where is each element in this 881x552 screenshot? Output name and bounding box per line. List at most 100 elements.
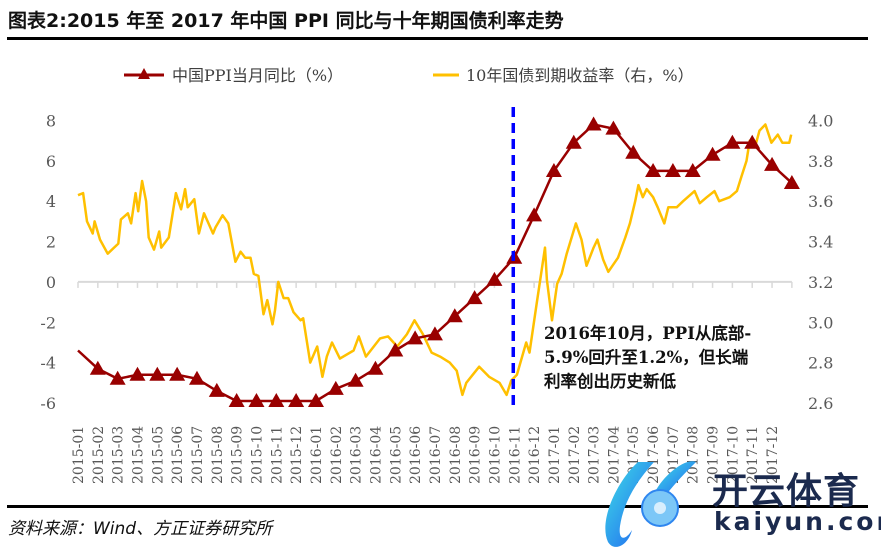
x-tick-label: 2015-07	[190, 426, 206, 484]
x-tick-label: 2015-08	[210, 426, 226, 484]
x-tick-label: 2015-03	[111, 426, 127, 484]
ppi-point-marker	[446, 308, 463, 323]
x-tick-label: 2015-11	[269, 426, 285, 484]
y-right-tick-label: 4.0	[808, 112, 833, 131]
x-tick-label: 2015-12	[289, 426, 305, 484]
y-left-tick-label: 4	[46, 192, 56, 211]
ppi-point-marker	[89, 360, 106, 375]
x-tick-label: 2017-06	[646, 426, 662, 484]
ppi-point-marker	[188, 370, 205, 385]
x-tick-label: 2017-04	[606, 426, 622, 484]
annotation: 2016年10月，PPI从底部- 5.9%回升至1.2%，但长端 利率创出历史新…	[544, 322, 751, 394]
ppi-point-marker	[585, 116, 602, 131]
ppi-point-marker	[347, 372, 364, 387]
legend-label-yield: 10年国债到期收益率（右，%）	[466, 66, 694, 85]
y-left-tick-label: 8	[46, 112, 56, 131]
x-tick-label: 2015-10	[249, 426, 265, 484]
legend-label-ppi: 中国PPI当月同比（%）	[172, 66, 344, 85]
x-tick-label: 2015-04	[130, 426, 146, 484]
x-tick-label: 2016-05	[388, 426, 404, 484]
ppi-point-marker	[288, 392, 305, 407]
ppi-point-marker	[307, 392, 324, 407]
x-tick-label: 2016-02	[329, 426, 345, 484]
x-tick-label: 2015-02	[91, 426, 107, 484]
legend-triangle-line-icon	[124, 68, 164, 79]
ppi-point-marker	[526, 207, 543, 222]
ppi-point-marker	[109, 370, 126, 385]
ppi-point-marker	[466, 290, 483, 305]
x-tick-label: 2017-02	[567, 426, 583, 484]
ppi-point-marker	[268, 392, 285, 407]
annotation-line-3: 利率创出历史新低	[544, 372, 676, 391]
ppi-point-marker	[783, 175, 800, 190]
x-tick-label: 2016-12	[527, 426, 543, 484]
series-line-yield	[77, 123, 793, 397]
annotation-line-2: 5.9%回升至1.2%，但长端	[544, 348, 749, 367]
ppi-point-marker	[645, 162, 662, 177]
ppi-point-marker	[129, 366, 146, 381]
watermark-cn: 开云体育	[712, 471, 861, 512]
y-right-tick-label: 3.2	[808, 273, 833, 292]
x-tick-label: 2016-10	[487, 426, 503, 484]
y-right-tick-label: 3.8	[808, 152, 833, 171]
x-tick-label: 2017-08	[686, 426, 702, 484]
y-right-tick-label: 3.6	[808, 192, 833, 211]
x-tick-label: 2016-01	[309, 426, 325, 484]
ppi-point-marker	[704, 146, 721, 161]
bottom-rule	[7, 505, 868, 508]
legend-line-icon	[433, 73, 459, 77]
ppi-point-marker	[426, 326, 443, 341]
y-left-tick-label: -4	[40, 354, 56, 373]
y-left-tick-label: -6	[40, 394, 56, 413]
ppi-point-marker	[625, 144, 642, 159]
x-tick-label: 2017-03	[587, 426, 603, 484]
x-tick-label: 2016-04	[368, 426, 384, 484]
y-left-tick-label: 6	[46, 152, 56, 171]
x-tick-label: 2016-07	[428, 426, 444, 484]
x-tick-label: 2017-09	[706, 426, 722, 484]
x-tick-label: 2017-10	[725, 426, 741, 484]
x-tick-label: 2016-06	[408, 426, 424, 484]
x-tick-label: 2016-11	[507, 426, 523, 484]
x-tick-label: 2017-12	[765, 426, 781, 484]
x-tick-label: 2015-09	[230, 426, 246, 484]
annotation-line-1: 2016年10月，PPI从底部-	[544, 324, 752, 343]
x-tick-label: 2015-05	[150, 426, 166, 484]
ppi-point-marker	[545, 162, 562, 177]
top-rule	[7, 37, 868, 40]
y-right-tick-label: 3.0	[808, 313, 833, 332]
y-left-tick-label: -2	[40, 313, 56, 332]
watermark-en: kaiyun.com	[714, 507, 881, 536]
source-note: 资料来源：Wind、方正证券研究所	[8, 519, 273, 539]
ppi-point-marker	[367, 360, 384, 375]
ppi-point-marker	[387, 342, 404, 357]
x-tick-label: 2017-11	[745, 426, 761, 484]
x-tick-label: 2016-09	[468, 426, 484, 484]
y-right-tick-label: 2.8	[808, 354, 833, 373]
ppi-point-marker	[407, 330, 424, 345]
ppi-point-marker	[605, 120, 622, 135]
ppi-point-marker	[149, 366, 166, 381]
ppi-point-marker	[664, 162, 681, 177]
x-tick-label: 2017-01	[547, 426, 563, 484]
x-tick-label: 2015-06	[170, 426, 186, 484]
ppi-point-marker	[248, 392, 265, 407]
ppi-point-marker	[486, 271, 503, 286]
ppi-point-marker	[684, 162, 701, 177]
x-tick-label: 2016-03	[349, 426, 365, 484]
kaiyun-logo-icon	[605, 461, 696, 547]
y-right-tick-label: 3.4	[808, 233, 833, 252]
y-left-tick-label: 0	[46, 273, 56, 292]
ppi-point-marker	[764, 156, 781, 171]
y-left-tick-label: 2	[46, 233, 56, 252]
ppi-point-marker	[169, 366, 186, 381]
chart-title: 图表2:2015 年至 2017 年中国 PPI 同比与十年期国债利率走势	[8, 10, 564, 32]
x-tick-label: 2015-01	[71, 426, 87, 484]
legend-item-yield: 10年国债到期收益率（右，%）	[432, 62, 694, 86]
ppi-point-marker	[724, 134, 741, 149]
x-tick-label: 2016-08	[448, 426, 464, 484]
ppi-point-marker	[228, 392, 245, 407]
ppi-point-marker	[208, 382, 225, 397]
y-right-tick-label: 2.6	[808, 394, 833, 413]
